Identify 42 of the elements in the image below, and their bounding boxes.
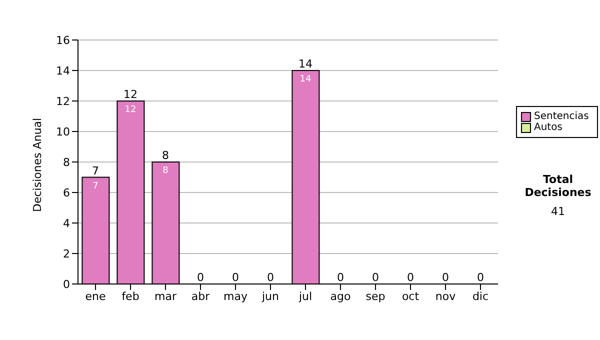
x-tick-label: mar	[154, 290, 177, 303]
x-tick-label: jun	[261, 290, 280, 303]
data-label: 12	[124, 105, 136, 115]
legend-label: Sentencias	[534, 111, 589, 122]
total-label: 0	[267, 271, 274, 284]
total-label: 0	[442, 271, 449, 284]
total-label: 0	[372, 271, 379, 284]
x-tick-label: abr	[191, 290, 210, 303]
y-tick-label: 4	[63, 216, 70, 230]
x-tick-label: sep	[366, 290, 386, 303]
y-tick-label: 14	[56, 64, 70, 78]
total-label: 0	[232, 271, 239, 284]
y-tick-label: 0	[63, 278, 70, 291]
y-tick-label: 16	[56, 34, 70, 47]
x-tick-label: nov	[435, 290, 456, 303]
total-label: 8	[162, 149, 169, 162]
y-axis-title: Decisiones Anual	[30, 118, 44, 212]
total-label: 0	[337, 271, 344, 284]
x-tick-label: ene	[85, 290, 106, 303]
data-label: 8	[162, 166, 169, 176]
text: Total Decisiones	[524, 173, 592, 199]
y-tick-label: 8	[63, 156, 70, 169]
x-tick-label: ago	[330, 290, 351, 303]
text: 41	[550, 205, 566, 218]
x-tick-label: dic	[472, 290, 489, 303]
x-tick-label: jul	[298, 290, 312, 303]
total-label: 12	[124, 88, 138, 101]
total-label: 7	[92, 164, 99, 178]
x-tick-label: feb	[122, 290, 140, 303]
total-label: 0	[407, 271, 414, 284]
y-tick-label: 6	[63, 186, 70, 200]
data-label: 7	[92, 181, 98, 192]
total-label: 0	[197, 271, 204, 284]
x-tick-label: oct	[402, 290, 420, 303]
y-tick-label: 12	[56, 94, 70, 108]
legend-label: Autos	[534, 122, 562, 133]
data-label: 14	[300, 74, 312, 84]
total-label: 0	[477, 271, 484, 284]
y-tick-label: 10	[56, 125, 70, 138]
x-tick-label: may	[224, 290, 248, 303]
y-tick-label: 2	[63, 247, 70, 260]
total-label: 14	[298, 58, 312, 70]
